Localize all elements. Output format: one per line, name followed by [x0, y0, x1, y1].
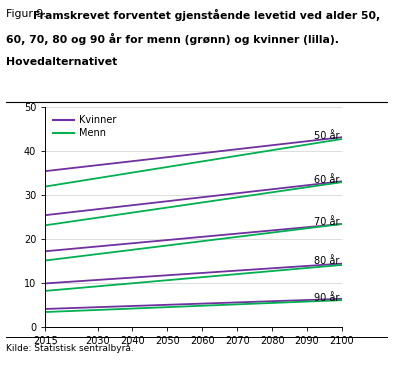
Text: 70 år: 70 år: [314, 217, 340, 227]
Text: 60, 70, 80 og 90 år for menn (grønn) og kvinner (lilla).: 60, 70, 80 og 90 år for menn (grønn) og …: [6, 33, 339, 46]
Text: Hovedalternativet: Hovedalternativet: [6, 57, 117, 67]
Text: 50 år: 50 år: [314, 131, 340, 141]
Text: 90 år: 90 år: [314, 293, 340, 303]
Text: 80 år: 80 år: [314, 256, 340, 266]
Legend: Kvinner, Menn: Kvinner, Menn: [50, 112, 119, 141]
Text: Figur 9.: Figur 9.: [6, 9, 50, 19]
Text: Framskrevet forventet gjenstående levetid ved alder 50,: Framskrevet forventet gjenstående leveti…: [33, 9, 381, 21]
Text: Kilde: Statistisk sentralbyrå.: Kilde: Statistisk sentralbyrå.: [6, 343, 134, 353]
Text: 60 år: 60 år: [314, 175, 340, 185]
